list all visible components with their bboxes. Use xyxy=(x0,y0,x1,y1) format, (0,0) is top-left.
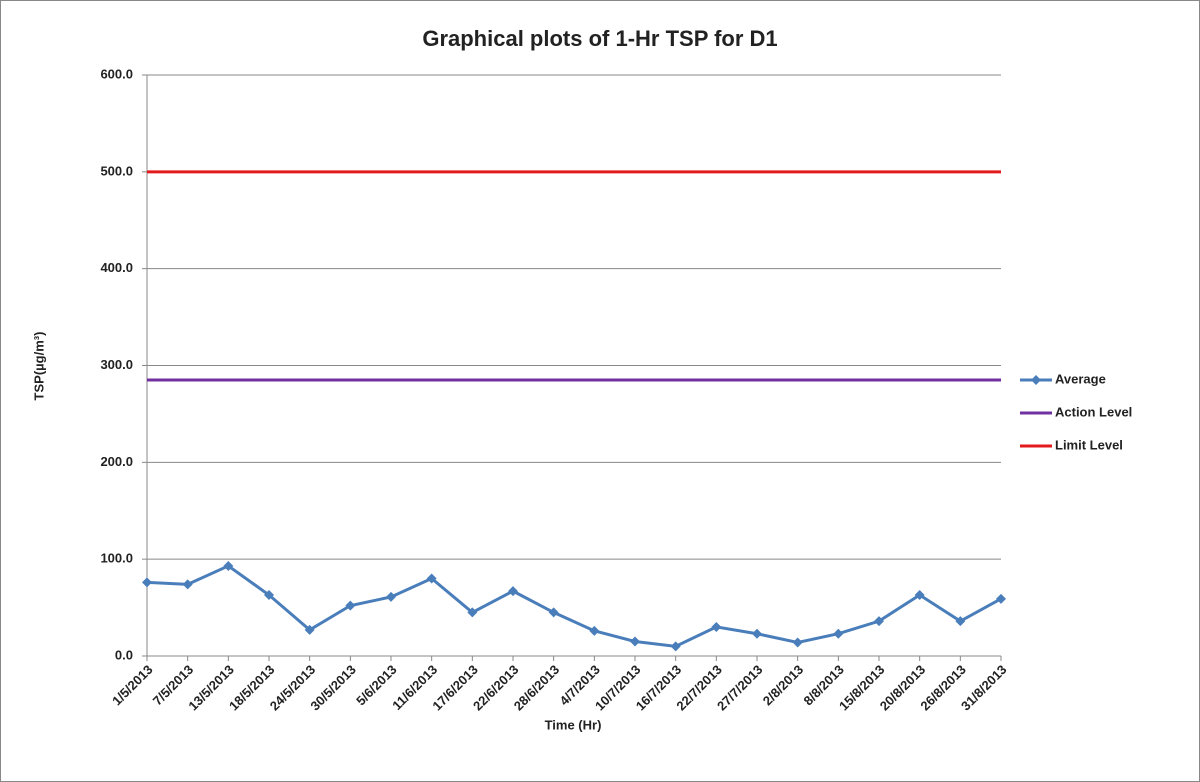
data-point xyxy=(914,589,925,600)
chart-title: Graphical plots of 1-Hr TSP for D1 xyxy=(422,26,777,51)
data-point xyxy=(996,593,1006,604)
y-tick-label: 0.0 xyxy=(115,647,133,662)
data-point xyxy=(508,586,518,597)
data-point xyxy=(345,600,356,611)
legend-marker xyxy=(1031,375,1041,385)
data-point xyxy=(264,589,274,600)
legend-label: Average xyxy=(1055,371,1106,386)
data-point xyxy=(792,637,803,648)
series-line xyxy=(146,564,1002,648)
data-point xyxy=(304,624,315,635)
y-axis-title: TSP(µg/m³) xyxy=(31,332,46,401)
data-point xyxy=(833,628,844,639)
y-tick-label: 500.0 xyxy=(100,163,133,178)
data-point xyxy=(467,607,478,618)
y-tick-label: 600.0 xyxy=(100,66,133,81)
data-point xyxy=(670,641,681,652)
data-point xyxy=(711,621,722,632)
data-point xyxy=(386,591,396,602)
y-tick-label: 100.0 xyxy=(100,551,133,566)
legend-label: Action Level xyxy=(1055,404,1132,419)
data-point xyxy=(955,616,966,627)
data-point xyxy=(548,607,559,618)
data-point xyxy=(426,573,437,584)
x-axis-title: Time (Hr) xyxy=(545,717,602,732)
data-point xyxy=(182,579,193,590)
legend-label: Limit Level xyxy=(1055,437,1123,452)
data-point xyxy=(752,628,762,639)
data-point xyxy=(142,577,152,588)
data-point xyxy=(589,625,600,636)
data-point xyxy=(630,636,640,647)
y-tick-label: 400.0 xyxy=(100,260,133,275)
y-tick-label: 300.0 xyxy=(100,357,133,372)
data-point xyxy=(223,560,234,571)
data-point xyxy=(874,616,884,627)
y-tick-label: 200.0 xyxy=(100,454,133,469)
